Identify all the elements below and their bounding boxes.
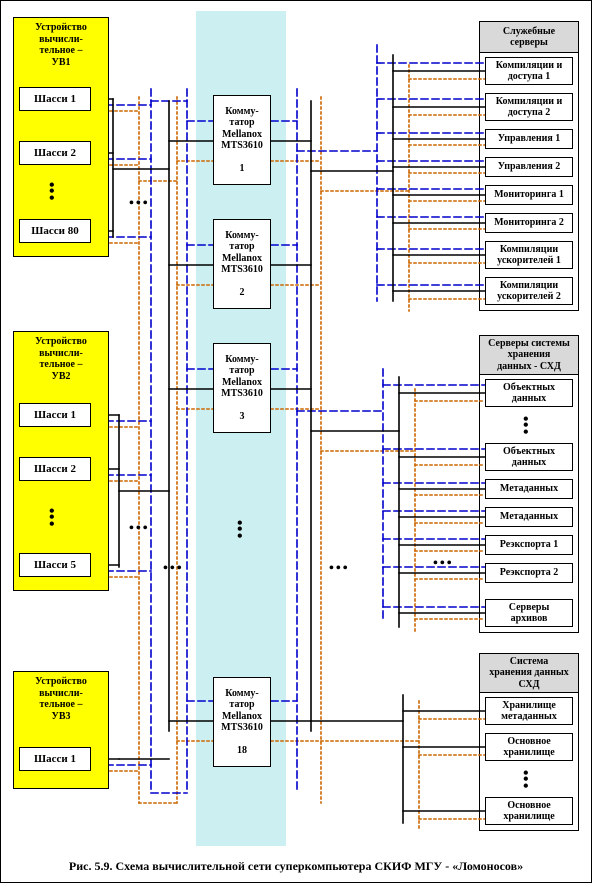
hdots-2: ••• xyxy=(163,561,184,577)
uv2-chassis-2: Шасси 5 xyxy=(19,553,91,577)
group-head-sxd: Система хранения данных СХД xyxy=(479,653,579,693)
sxd-item-0: Хранилище метаданных xyxy=(485,697,573,725)
uv2-chassis-0: Шасси 1 xyxy=(19,403,91,427)
svc-item-2: Управления 1 xyxy=(485,129,573,149)
hdots-4: ••• xyxy=(433,556,454,572)
uv1-vdots: • • • xyxy=(49,183,55,202)
sxd_srv-item-2: Метаданных xyxy=(485,479,573,499)
switch-sw2: Комму- татор Mellanox MTS3610 2 xyxy=(213,219,271,309)
hdots-0: ••• xyxy=(129,196,150,212)
switch-vdots: • • • xyxy=(237,521,243,540)
uv2-chassis-1: Шасси 2 xyxy=(19,457,91,481)
svc-item-4: Мониторинга 1 xyxy=(485,185,573,205)
figure-caption: Рис. 5.9. Схема вычислительной сети супе… xyxy=(1,859,591,874)
hdots-1: ••• xyxy=(129,521,150,537)
sxd_srv-item-1: Объектных данных xyxy=(485,443,573,471)
sxd_srv-item-6: Серверы архивов xyxy=(485,599,573,627)
uv1-chassis-2: Шасси 80 xyxy=(19,219,91,243)
switch-sw3: Комму- татор Mellanox MTS3610 3 xyxy=(213,343,271,433)
svc-item-1: Компиляции и доступа 2 xyxy=(485,93,573,121)
svc-item-5: Мониторинга 2 xyxy=(485,213,573,233)
uv2-vdots: • • • xyxy=(49,509,55,528)
group-head-svc: Служебные серверы xyxy=(479,21,579,53)
sxd-vdots: • • • xyxy=(523,771,529,790)
sxd_srv-item-5: Реэкспорта 2 xyxy=(485,563,573,583)
sxd_srv-item-4: Реэкспорта 1 xyxy=(485,535,573,555)
group-head-sxd_srv: Серверы системы хранения данных - СХД xyxy=(479,335,579,375)
uv3-chassis-0: Шасси 1 xyxy=(19,747,91,771)
svc-item-0: Компиляции и доступа 1 xyxy=(485,57,573,85)
hdots-3: ••• xyxy=(329,561,350,577)
sxd_srv-vdots: • • • xyxy=(523,417,529,436)
sxd-item-2: Основное хранилище xyxy=(485,797,573,825)
sxd-item-1: Основное хранилище xyxy=(485,733,573,761)
switch-sw18: Комму- татор Mellanox MTS3610 18 xyxy=(213,677,271,767)
uv1-chassis-1: Шасси 2 xyxy=(19,141,91,165)
diagram-stage: Устройство вычисли- тельное – УВ1Шасси 1… xyxy=(0,0,592,883)
svc-item-6: Компиляции ускорителей 1 xyxy=(485,241,573,269)
svc-item-3: Управления 2 xyxy=(485,157,573,177)
uv-group-uv3: Устройство вычисли- тельное – УВ3 xyxy=(13,671,109,789)
svc-item-7: Компиляции ускорителей 2 xyxy=(485,277,573,305)
switch-sw1: Комму- татор Mellanox MTS3610 1 xyxy=(213,95,271,185)
sxd_srv-item-3: Метаданных xyxy=(485,507,573,527)
sxd_srv-item-0: Объектных данных xyxy=(485,379,573,407)
uv1-chassis-0: Шасси 1 xyxy=(19,87,91,111)
